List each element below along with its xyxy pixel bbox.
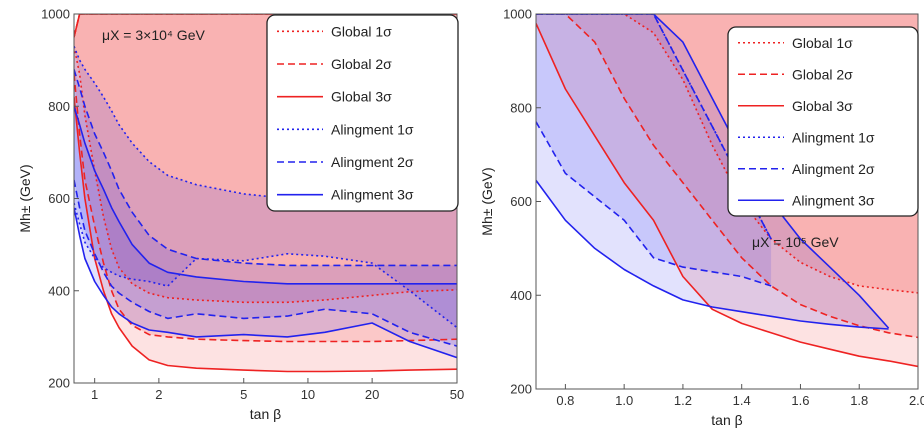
curve-global-1-lower-1 bbox=[536, 14, 918, 294]
y-tick-label: 400 bbox=[510, 288, 532, 303]
curve-global-3-lower-1 bbox=[536, 23, 918, 368]
x-tick-label: 10 bbox=[301, 387, 315, 402]
legend-label: Alingment 1σ bbox=[792, 129, 875, 145]
x-tick-label: 0.8 bbox=[556, 393, 574, 408]
x-tick-label: 5 bbox=[240, 387, 247, 402]
curve-alingment-2-lower-0 bbox=[74, 179, 457, 347]
legend-label: Global 1σ bbox=[792, 35, 853, 51]
legend-label: Alingment 1σ bbox=[331, 121, 414, 137]
curve-global-2-lower-1 bbox=[536, 14, 918, 339]
left-x-axis-label: tan β bbox=[250, 406, 281, 422]
curve-global-2-lower-0 bbox=[74, 73, 457, 343]
region-alingment-3-0 bbox=[74, 106, 457, 358]
legend-label: Alingment 2σ bbox=[792, 161, 875, 177]
y-tick-label: 200 bbox=[510, 382, 532, 397]
legend-label: Global 3σ bbox=[792, 98, 853, 114]
legend-label: Alingment 3σ bbox=[792, 192, 875, 208]
x-tick-label: 1.2 bbox=[674, 393, 692, 408]
curve-global-1-lower-0 bbox=[74, 46, 457, 304]
right-x-axis-label: tan β bbox=[711, 412, 742, 428]
y-tick-label: 600 bbox=[48, 191, 70, 206]
curve-alingment-3-lower-0 bbox=[74, 207, 457, 359]
x-tick-label: 20 bbox=[365, 387, 379, 402]
curve-alingment-2-lower-1 bbox=[536, 121, 772, 287]
y-tick-label: 600 bbox=[510, 194, 532, 209]
region-alingment-1-0 bbox=[74, 46, 457, 328]
x-tick-label: 1.6 bbox=[791, 393, 809, 408]
legend-label: Alingment 3σ bbox=[331, 187, 414, 203]
legend-label: Global 1σ bbox=[331, 23, 392, 39]
legend-label: Global 2σ bbox=[331, 56, 392, 72]
region-alingment-2-0 bbox=[74, 69, 457, 347]
x-tick-label: 2 bbox=[155, 387, 162, 402]
curve-alingment-3-upper-1 bbox=[536, 14, 890, 329]
curve-global-3-lower-0 bbox=[74, 96, 457, 373]
left-panel: 1 2 5 10 20 50 200 400 600 800 1000 tan β Mh± (Ge… bbox=[17, 7, 464, 423]
right-y-axis-label: Mh± (GeV) bbox=[479, 167, 495, 235]
y-tick-label: 1000 bbox=[41, 7, 70, 22]
left-x-ticks: 1 2 5 10 20 50 bbox=[91, 378, 464, 402]
x-tick-label: 1.4 bbox=[733, 393, 751, 408]
right-y-ticks: 200 400 600 800 1000 bbox=[503, 7, 541, 397]
legend-box bbox=[727, 26, 919, 217]
y-tick-label: 800 bbox=[48, 99, 70, 114]
curve-alingment-3-lower-1 bbox=[536, 179, 889, 330]
legend-label: Alingment 2σ bbox=[331, 154, 414, 170]
x-tick-label: 1.8 bbox=[850, 393, 868, 408]
legend-label: Global 3σ bbox=[331, 89, 392, 105]
x-tick-label: 1 bbox=[91, 387, 98, 402]
left-legend: Global 1σ Global 2σ Global 3σ Alingment 1σ A… bbox=[266, 14, 459, 212]
curve-alingment-3-upper-0 bbox=[74, 106, 457, 285]
curve-alingment-1-lower-0 bbox=[74, 202, 457, 329]
y-tick-label: 400 bbox=[48, 283, 70, 298]
right-legend: Global 1σ Global 2σ Global 3σ Alingment 1σ A… bbox=[727, 26, 919, 217]
region-alingment-3-1 bbox=[536, 14, 889, 329]
legend-label: Global 2σ bbox=[792, 66, 853, 82]
y-tick-label: 1000 bbox=[503, 7, 532, 22]
left-y-axis-label: Mh± (GeV) bbox=[17, 164, 33, 232]
y-tick-label: 800 bbox=[510, 100, 532, 115]
y-tick-label: 200 bbox=[48, 376, 70, 391]
right-mu-annotation: μX = 10⁵ GeV bbox=[752, 234, 839, 250]
right-x-ticks: 0.8 1.0 1.2 1.4 1.6 1.8 2.0 bbox=[556, 384, 924, 408]
x-tick-label: 1.0 bbox=[615, 393, 633, 408]
x-tick-label: 2.0 bbox=[909, 393, 924, 408]
x-tick-label: 50 bbox=[450, 387, 464, 402]
right-panel: 0.8 1.0 1.2 1.4 1.6 1.8 2.0 200 400 600 800 1000 t… bbox=[479, 7, 924, 429]
region-alingment-2-1 bbox=[536, 14, 772, 286]
left-mu-annotation: μX = 3×10⁴ GeV bbox=[102, 27, 205, 43]
left-y-ticks: 200 400 600 800 1000 bbox=[41, 7, 79, 391]
curve-alingment-2-upper-0 bbox=[74, 69, 457, 267]
legend-box bbox=[266, 14, 459, 212]
